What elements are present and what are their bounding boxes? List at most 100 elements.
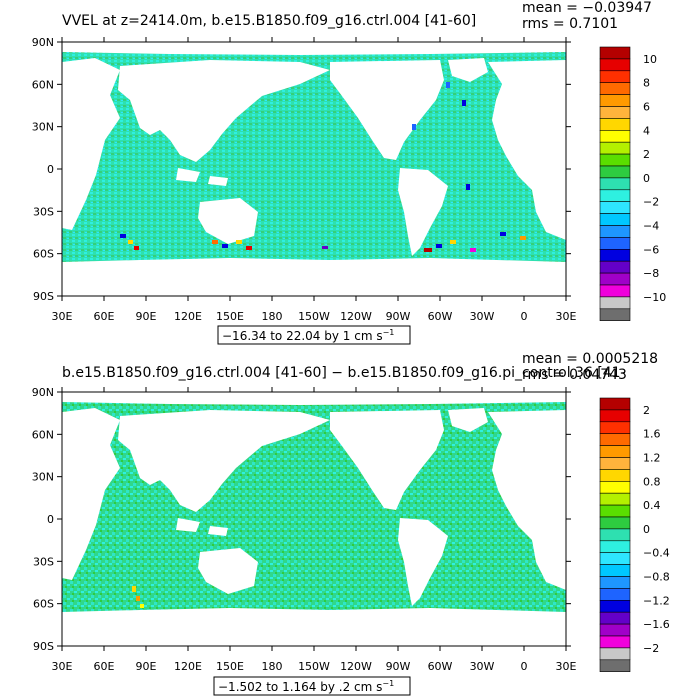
land-bottom [62, 392, 566, 646]
panel-top-mean: mean = −0.03947 [522, 0, 652, 16]
top-colorbar-cell [599, 308, 631, 321]
bottom-colorbar-label: 1.2 [643, 452, 661, 465]
top-lon-label: 60E [94, 310, 115, 323]
bottom-colorbar-cell [599, 623, 631, 637]
top-lon-label: 120E [174, 310, 202, 323]
bottom-colorbar-cell [599, 659, 631, 672]
top-colorbar-label: 8 [643, 77, 650, 90]
bottom-colorbar-cell [599, 552, 631, 565]
top-lon-label: 30E [52, 310, 73, 323]
panel-top: VVEL at z=2414.0m, b.e15.B1850.f09_g16.c… [32, 0, 666, 345]
top-lon-label: 120W [340, 310, 372, 323]
top-colorbar-cell [599, 189, 631, 203]
top-lat-label: 30S [33, 205, 54, 218]
top-colorbar-cell [599, 58, 631, 72]
bottom-colorbar-cell [599, 397, 631, 411]
map-bottom [62, 392, 566, 646]
bottom-colorbar-cell [599, 540, 631, 553]
top-colorbar-label: −6 [643, 243, 659, 256]
top-lon-label: 60W [428, 310, 453, 323]
top-colorbar-cell [599, 213, 631, 226]
top-lon-label: 30W [470, 310, 495, 323]
top-colorbar-cell [599, 118, 631, 131]
bottom-colorbar-label: 0.8 [643, 475, 661, 488]
bottom-colorbar-label: −1.2 [643, 594, 670, 607]
bottom-colorbar-cell [599, 421, 631, 434]
bottom-colorbar-label: 1.6 [643, 428, 661, 441]
bottom-colorbar-cell [599, 599, 631, 613]
panel-top-rms: rms = 0.7101 [522, 16, 618, 32]
bottom-colorbar-cell [599, 492, 631, 506]
bottom-colorbar-cell [599, 480, 631, 494]
range-box-bottom [213, 676, 411, 696]
top-colorbar-cell [599, 165, 631, 179]
bottom-colorbar-cell [599, 409, 631, 423]
bottom-lon-label: 30W [470, 660, 495, 673]
range-text-bottom: −1.502 to 1.164 by .2 cm s−1 [218, 679, 394, 694]
top-lon-label: 180 [262, 310, 283, 323]
top-colorbar-label: 4 [643, 124, 650, 137]
top-colorbar-label: −8 [643, 267, 659, 280]
top-lon-label: 0 [521, 310, 528, 323]
anomaly-streaks-bottom [132, 586, 144, 608]
top-colorbar-cell [599, 106, 631, 119]
bottom-lon-label: 30E [52, 660, 73, 673]
panel-top-title: VVEL at z=2414.0m, b.e15.B1850.f09_g16.c… [62, 13, 476, 29]
top-colorbar-cell [599, 260, 631, 274]
top-colorbar-label: 6 [643, 101, 650, 114]
bottom-lat-label: 0 [47, 513, 54, 526]
top-colorbar-label: 2 [643, 148, 650, 161]
bottom-colorbar-cell [599, 588, 631, 601]
axes-top: 90N 60N 30N 0 30S 60S 90S 30E 60E 90E 120E 150E 180 1… [32, 36, 577, 323]
top-lon-label: 90W [386, 310, 411, 323]
bottom-lon-label: 180 [262, 660, 283, 673]
top-colorbar-cell [599, 237, 631, 250]
bottom-lat-label: 90S [33, 640, 54, 653]
bottom-colorbar-label: −0.8 [643, 571, 670, 584]
colorbar-bottom: 2 1.6 1.2 0.8 0.4 0 −0.4 −0.8 −1.2 −1.6 −2 [599, 397, 670, 672]
top-lat-label: 60S [33, 248, 54, 261]
bottom-lat-label: 90N [32, 386, 54, 399]
land-top [62, 42, 566, 296]
top-colorbar-cell [599, 225, 631, 238]
panel-bottom-title: b.e15.B1850.f09_g16.ctrl.004 [41-60] − b… [62, 365, 626, 381]
bottom-colorbar-cell [599, 564, 631, 577]
panel-bottom-rms: rms = 0.04743 [522, 367, 627, 383]
axes-bottom: 90N 60N 30N 0 30S 60S 90S 30E 60E 90E 120E 150E 180 1… [32, 386, 577, 673]
bottom-colorbar-label: −0.4 [643, 547, 670, 560]
bottom-colorbar-cell [599, 635, 631, 649]
bottom-lon-label: 120W [340, 660, 372, 673]
top-colorbar-cell [599, 141, 631, 155]
bottom-lat-label: 60N [32, 428, 54, 441]
top-colorbar-cell [599, 82, 631, 95]
top-lat-label: 30N [32, 121, 54, 134]
bottom-colorbar-label: −1.6 [643, 618, 670, 631]
bottom-lon-label: 120E [174, 660, 202, 673]
bottom-colorbar-cell [599, 504, 631, 518]
top-lon-label: 150E [216, 310, 244, 323]
bottom-colorbar-cell [599, 433, 631, 446]
anomaly-streaks-top [120, 82, 526, 252]
bottom-colorbar-cell [599, 576, 631, 589]
colorbar-top: 10 8 6 4 2 0 −2 −4 −6 −8 −10 [599, 46, 666, 321]
bottom-colorbar-cell [599, 445, 631, 458]
bottom-lon-label: 0 [521, 660, 528, 673]
bottom-colorbar-cell [599, 647, 631, 661]
bottom-colorbar-label: 2 [643, 404, 650, 417]
top-colorbar-cell [599, 272, 631, 286]
top-colorbar-cell [599, 70, 631, 84]
bottom-colorbar-label: 0.4 [643, 499, 661, 512]
top-colorbar-label: 10 [643, 53, 657, 66]
range-text-top: −16.34 to 22.04 by 1 cm s−1 [222, 328, 394, 343]
top-colorbar-cell [599, 94, 631, 107]
top-colorbar-cell [599, 153, 631, 167]
bottom-colorbar-cell [599, 516, 631, 530]
bottom-colorbar-cell [599, 457, 631, 470]
top-lat-label: 60N [32, 78, 54, 91]
top-colorbar-cell [599, 249, 631, 262]
map-top [62, 42, 566, 296]
top-colorbar-cell [599, 130, 631, 143]
top-lon-label: 90E [136, 310, 157, 323]
top-lat-label: 0 [47, 163, 54, 176]
